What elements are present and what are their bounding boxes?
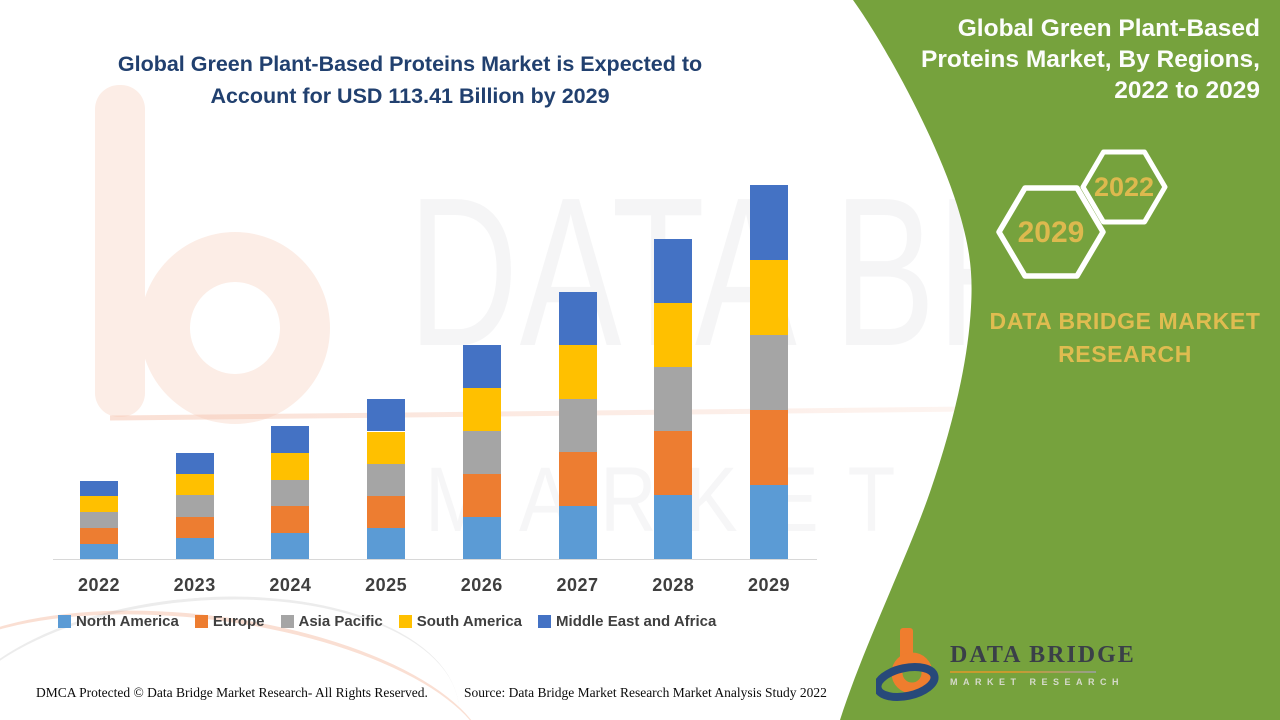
bar-segment-2025-middle-east-and-africa [367, 399, 406, 432]
bar-segment-2024-south-america [271, 452, 310, 480]
bar-segment-2029-europe [750, 409, 788, 485]
bar-segment-2024-europe [271, 506, 310, 533]
x-axis-label-2022: 2022 [77, 575, 121, 595]
company-logo-text: DATA BRIDGE MARKET RESEARCH [950, 626, 1136, 687]
bar-segment-2025-europe [367, 495, 406, 528]
bar-segment-2025-north-america [367, 527, 406, 560]
bar-segment-2026-north-america [462, 516, 501, 560]
bar-segment-2028-south-america [654, 302, 693, 368]
x-axis-label-2026: 2026 [460, 575, 503, 595]
bar-segment-2023-middle-east-and-africa [175, 452, 214, 475]
bar-segment-2024-asia-pacific [271, 479, 310, 507]
bar-segment-2024-north-america [271, 532, 310, 560]
bar-segment-2029-south-america [750, 259, 788, 335]
hexagon-2022-label: 2022 [1094, 172, 1154, 202]
watermark-logo-stem [95, 85, 145, 417]
brand-wordmark-line1: DATA BRIDGE MARKET [989, 308, 1261, 334]
legend-swatch [538, 615, 552, 628]
legend-item-middle-east-and-africa: Middle East and Africa [538, 613, 716, 630]
company-logo: DATA BRIDGE MARKET RESEARCH [876, 626, 1136, 704]
legend-label: Asia Pacific [298, 613, 383, 630]
bar-segment-2025-asia-pacific [367, 463, 406, 496]
bar-segment-2028-asia-pacific [654, 367, 693, 432]
x-axis-label-2027: 2027 [556, 575, 599, 595]
legend-swatch [280, 615, 294, 628]
year-hexagons: 2022 2029 [996, 149, 1168, 279]
company-logo-underline [950, 671, 1096, 673]
panel-title-line3: 2022 to 2029 [1114, 77, 1260, 104]
legend-swatch [58, 615, 71, 628]
x-axis-label-2029: 2029 [747, 575, 791, 595]
panel-title: Global Green Plant-Based Proteins Market… [910, 13, 1260, 106]
company-logo-subtitle: MARKET RESEARCH [950, 677, 1125, 687]
chart-legend: North America Europe Asia Pacific South Ame… [58, 613, 828, 630]
dmca-notice: DMCA Protected © Data Bridge Market Rese… [36, 685, 428, 700]
legend-item-north-america: North America [58, 613, 179, 630]
bar-segment-2023-europe [175, 516, 214, 539]
panel-title-line1: Global Green Plant-Based [957, 15, 1260, 42]
green-panel-shape [840, 0, 1280, 720]
bar-segment-2027-asia-pacific [558, 398, 597, 453]
bar-segment-2026-middle-east-and-africa [462, 345, 501, 389]
brand-wordmark: DATA BRIDGE MARKET RESEARCH [940, 305, 1280, 371]
chart-title: Global Green Plant-Based Proteins Market… [50, 48, 770, 112]
bar-segment-2029-asia-pacific [750, 334, 788, 410]
bar-segment-2027-south-america [558, 345, 597, 399]
bar-segment-2022-europe [80, 527, 118, 544]
legend-label: Europe [212, 613, 265, 630]
bar-segment-2028-middle-east-and-africa [654, 238, 693, 303]
chart-title-line1: Global Green Plant-Based Proteins Market… [117, 52, 703, 76]
x-axis-line [53, 559, 817, 560]
legend-item-asia-pacific: Asia Pacific [280, 613, 383, 630]
bar-segment-2028-europe [654, 431, 693, 496]
x-axis-label-2023: 2023 [173, 575, 216, 595]
bar-segment-2024-middle-east-and-africa [271, 426, 310, 453]
hexagon-2022 [1080, 149, 1168, 225]
bar-segment-2022-middle-east-and-africa [80, 480, 118, 497]
legend-swatch [398, 615, 412, 628]
x-axis-label-2025: 2025 [365, 575, 408, 595]
bar-segment-2022-north-america [80, 543, 118, 560]
x-axis-label-2028: 2028 [652, 575, 695, 595]
brand-wordmark-line2: RESEARCH [1058, 341, 1192, 367]
legend-swatch [194, 615, 208, 628]
bar-segment-2027-middle-east-and-africa [558, 291, 597, 346]
panel-title-line2: Proteins Market, By Regions, [920, 46, 1260, 73]
bar-segment-2026-asia-pacific [462, 430, 501, 474]
bar-segment-2025-south-america [367, 431, 406, 464]
bar-segment-2026-south-america [462, 388, 501, 431]
watermark-logo-bowl [140, 232, 330, 424]
bar-segment-2023-asia-pacific [175, 495, 214, 517]
bar-segment-2029-middle-east-and-africa [750, 184, 788, 260]
chart-title-line2: Account for USD 113.41 Billion by 2029 [210, 84, 610, 108]
x-axis-label-2024: 2024 [269, 575, 312, 595]
legend-item-south-america: South America [398, 613, 523, 630]
bar-segment-2027-europe [558, 452, 597, 506]
bar-segment-2026-europe [462, 473, 501, 517]
bar-segment-2027-north-america [558, 505, 597, 560]
bar-segment-2023-south-america [175, 474, 214, 496]
bar-segment-2028-north-america [654, 495, 693, 560]
source-note: Source: Data Bridge Market Research Mark… [464, 685, 827, 700]
hexagon-2029-label: 2029 [1018, 216, 1085, 249]
hexagon-2029 [996, 185, 1106, 279]
green-side-panel: Global Green Plant-Based Proteins Market… [820, 0, 1280, 720]
bar-segment-2022-south-america [80, 496, 118, 513]
company-logo-icon [876, 628, 939, 701]
bar-segment-2029-north-america [750, 484, 788, 560]
legend-label: North America [76, 613, 179, 630]
legend-label: South America [416, 613, 523, 630]
bar-segment-2022-asia-pacific [80, 512, 118, 528]
legend-item-europe: Europe [194, 613, 265, 630]
bar-segment-2023-north-america [175, 538, 214, 560]
company-logo-name: DATA BRIDGE [950, 642, 1136, 668]
legend-label: Middle East and Africa [556, 613, 717, 630]
